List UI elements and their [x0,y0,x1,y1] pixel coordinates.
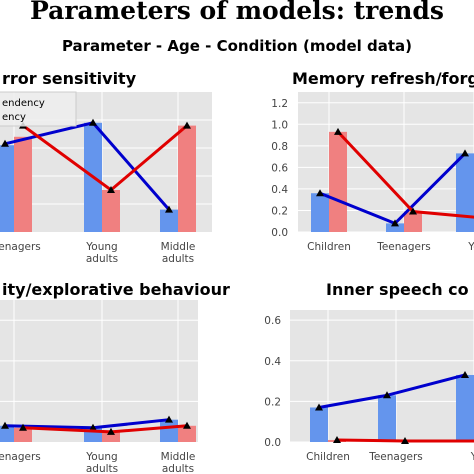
y-tick-label: 0.8 [271,141,288,153]
x-tick-label-line: Young [85,451,117,463]
bar [14,427,32,442]
x-tick-label: Young adults [85,241,118,265]
x-tick-label-line: Young [85,241,117,253]
bar [404,211,422,232]
bar [102,431,120,442]
y-tick-label: 0.0 [264,437,281,449]
data-point-marker [183,421,191,429]
data-point-marker [89,118,97,126]
x-tick-label: Teenagers [0,451,41,463]
legend-entry: endency [2,98,45,109]
bar [456,153,474,232]
panel-title: ity/explorative behaviour [2,280,230,299]
x-tick-label: Teenagers [0,241,41,253]
x-tick-label: Young adults [85,451,118,474]
data-point-marker [315,403,323,411]
figure-title: Parameters of models: trends [30,0,444,25]
bar [160,209,178,232]
data-point-marker [461,370,469,378]
y-tick-label: 0.6 [271,162,288,174]
x-tick-label-line: Teenagers [376,241,431,253]
y-tick-label: 0.6 [264,315,281,327]
x-tick-label: Middle adults [161,241,196,265]
x-tick-label-line: Children [306,451,350,463]
y-tick-label: 1.2 [271,98,288,110]
bar [160,419,178,442]
data-point-marker [333,435,341,443]
x-tick-label-line: Teenagers [0,241,41,253]
x-tick-label: Y [470,451,474,463]
chart-panel-2: 0.0 0.2 0.4 0.6 0.8 1.0 1.2 Children Teenagers Ye… [271,69,474,253]
x-tick-label-line: Teenagers [0,451,41,463]
data-point-marker [1,421,9,429]
chart-panel-1: TeenagersYoungadultsMiddleadultsrror sen… [0,69,212,265]
bar [456,374,474,442]
x-tick-label-line: adults [162,463,194,474]
data-point-marker [89,423,97,431]
data-point-marker [401,436,409,444]
x-tick-label: Teenagers [376,241,431,253]
legend: endency ency [0,91,77,127]
x-tick-label-line: adults [86,463,118,474]
data-point-marker [107,427,115,435]
x-tick-label-line: Middle [161,451,196,463]
bar [378,395,396,442]
data-point-marker [107,186,115,193]
x-tick-label-line: Teenagers [368,451,423,463]
x-tick-label-line: Middle [161,241,196,253]
bar [386,223,404,232]
x-tick-label: Teenagers [368,451,423,463]
panel-title: Inner speech co [326,280,469,299]
bar [178,425,196,442]
x-tick-label: Ye [467,241,474,253]
y-tick-label: 0.2 [264,396,281,408]
data-point-marker [183,121,191,129]
data-point-marker [409,207,417,215]
x-tick-label: Middle adults [161,451,196,474]
x-tick-label-line: Ye [467,241,474,253]
data-point-marker [1,139,9,147]
x-tick-label-line: Children [307,241,351,253]
y-tick-label: 0.0 [271,227,288,239]
x-tick-label-line: adults [86,253,118,265]
chart-panel-3: TeenagersYoungadultsMiddleadultsity/expl… [0,279,230,474]
figure-subtitle: Parameter - Age - Condition (model data) [61,37,413,55]
x-tick-label-line: Y [470,451,474,463]
data-point-marker [165,415,173,423]
panel-title: Memory refresh/forg [292,69,474,88]
panel-title: rror sensitivity [2,69,137,88]
y-tick-label: 0.4 [264,356,281,368]
data-point-marker [461,149,469,157]
chart-panel-4: 0.0 0.2 0.4 0.6 Children Teenagers Y Inner spee… [264,280,474,463]
y-tick-label: 0.4 [271,184,288,196]
legend-entry: ency [2,112,26,123]
data-point-marker [334,127,342,135]
data-point-marker [383,391,391,399]
bar [14,136,32,232]
data-point-marker [391,219,399,227]
x-tick-label: Children [307,241,351,253]
bar [0,425,14,442]
bar [310,407,328,442]
y-tick-label: 0.2 [271,205,288,217]
data-point-marker [316,189,324,197]
data-point-marker [165,205,173,213]
plot-area [0,300,198,442]
legend-box [0,91,77,127]
x-tick-label: Children [306,451,350,463]
bar [0,145,14,232]
bar [178,125,196,232]
bar [102,190,120,232]
bar [311,193,329,232]
y-tick-label: 1.0 [271,119,288,131]
data-point-marker [19,423,27,431]
x-tick-label-line: adults [162,253,194,265]
bar [329,131,347,232]
